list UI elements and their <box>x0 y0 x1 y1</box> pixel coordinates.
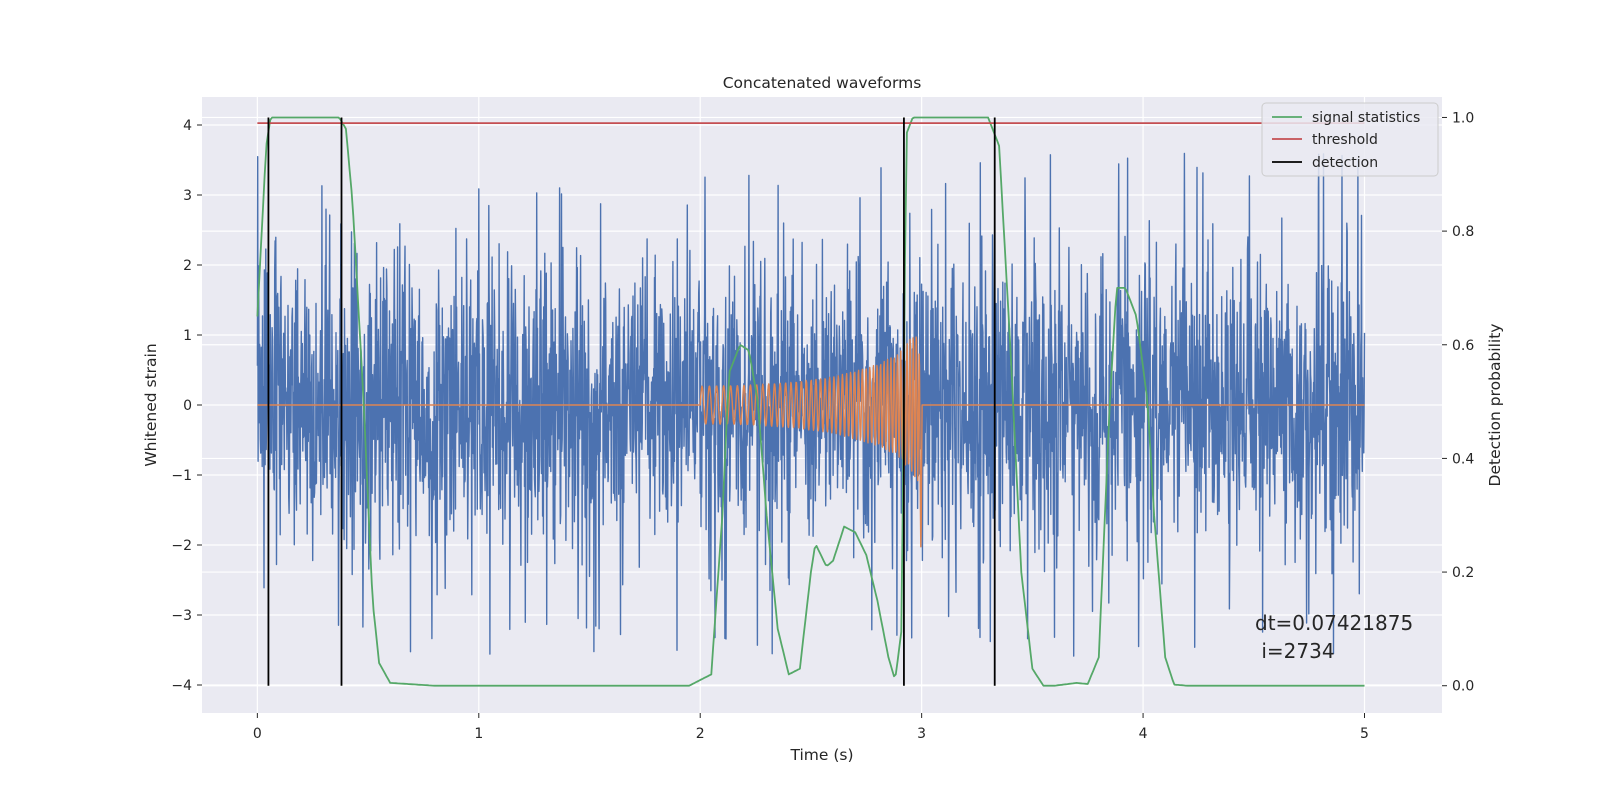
x-axis-label: Time (s) <box>789 746 853 764</box>
y-tick-label: 3 <box>183 188 192 204</box>
x-axis-ticks: 0 1 2 3 4 5 <box>253 713 1369 742</box>
y2-tick-label: 0.6 <box>1452 338 1474 354</box>
x-tick-label: 2 <box>696 726 705 742</box>
legend-box <box>1261 102 1439 177</box>
x-tick-label: 5 <box>1360 726 1369 742</box>
x-tick-label: 3 <box>917 726 926 742</box>
series-layer <box>256 116 1366 687</box>
y-tick-label: 0 <box>183 398 192 414</box>
x-tick-label: 0 <box>253 726 262 742</box>
y2-tick-label: 0.0 <box>1452 679 1474 695</box>
y-tick-label: 4 <box>183 118 192 134</box>
y2-tick-label: 0.8 <box>1452 224 1474 240</box>
legend-label-threshold: threshold <box>1312 132 1378 148</box>
y2-axis-label: Detection probability <box>1486 324 1504 487</box>
legend: signal statistics threshold detection <box>1261 102 1439 177</box>
y2-tick-label: 0.2 <box>1452 565 1474 581</box>
y-tick-label: −3 <box>171 608 192 624</box>
y-tick-label: −2 <box>171 538 192 554</box>
series-whitened-strain-line <box>256 152 1366 657</box>
series-injected-chirp-line <box>257 336 1365 548</box>
y-tick-label: 2 <box>183 258 192 274</box>
series-signal-statistics-line <box>256 116 1365 687</box>
y-tick-label: 1 <box>183 328 192 344</box>
x-tick-label: 4 <box>1139 726 1148 742</box>
y2-axis-ticks: 0.0 0.2 0.4 0.6 0.8 1.0 <box>1442 110 1474 695</box>
y-axis-label: Whitened strain <box>142 343 160 466</box>
legend-label-signal-statistics: signal statistics <box>1312 110 1420 126</box>
x-tick-label: 1 <box>474 726 483 742</box>
y2-tick-label: 0.4 <box>1452 451 1474 467</box>
y-tick-label: −4 <box>171 678 192 694</box>
annotation-i: i=2734 <box>1255 639 1335 663</box>
chart-title: Concatenated waveforms <box>723 74 922 92</box>
legend-label-detection: detection <box>1312 155 1378 171</box>
y2-tick-label: 1.0 <box>1452 110 1474 126</box>
y-tick-label: −1 <box>171 468 192 484</box>
annotation-dt: dt=0.07421875 <box>1255 611 1413 635</box>
y-axis-ticks: −4 −3 −2 −1 0 1 2 3 4 <box>171 118 202 694</box>
